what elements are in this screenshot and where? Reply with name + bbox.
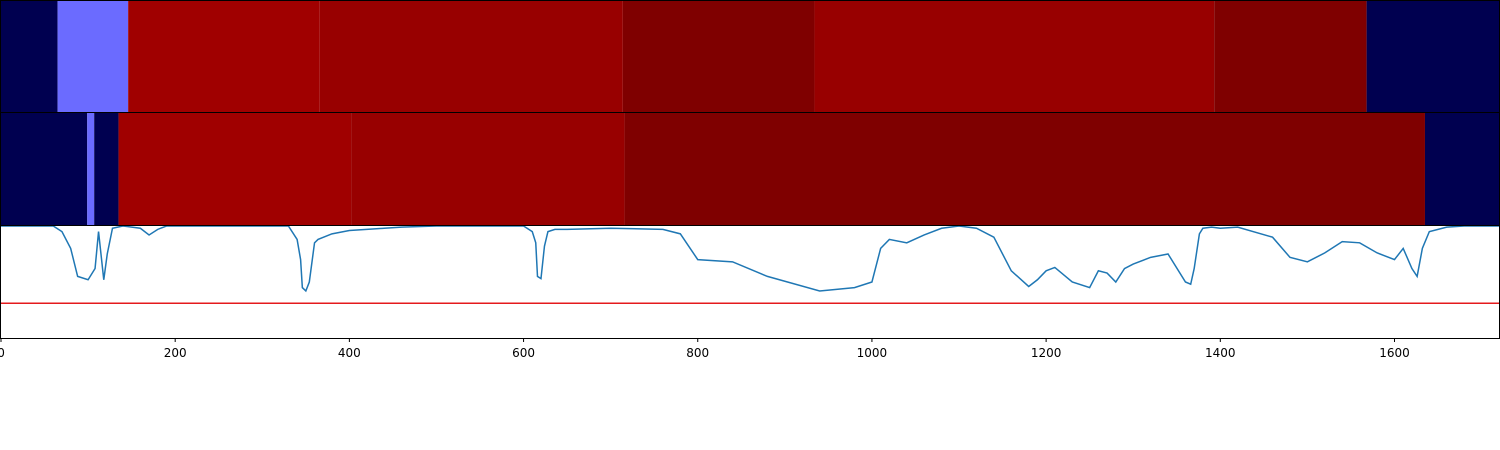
segment-row-1: [0, 0, 1500, 113]
x-tick-label-1400: 1400: [1205, 346, 1236, 360]
x-axis: 0 200 400 600 800 1000 1200 1400 1600: [0, 338, 1410, 360]
segment-1-1: [1, 1, 58, 112]
x-tick-label-800: 800: [686, 346, 709, 360]
segment-1-8: [1366, 1, 1499, 112]
x-tick-label-1000: 1000: [857, 346, 888, 360]
line-panel-frame: [0, 225, 1500, 339]
x-tick-label-1600: 1600: [1379, 346, 1410, 360]
segment-1-6: [814, 1, 1215, 112]
segment-row-2: [0, 112, 1500, 226]
x-tick-label-400: 400: [338, 346, 361, 360]
x-tick-label-600: 600: [512, 346, 535, 360]
segment-2-3: [94, 113, 119, 225]
x-tick-label-0: 0: [0, 346, 5, 360]
segment-1-3: [128, 1, 320, 112]
score-line: [1, 226, 1499, 293]
segment-1-4: [319, 1, 623, 112]
segment-1-7: [1214, 1, 1367, 112]
segment-1-5: [622, 1, 815, 112]
segment-1-2: [57, 1, 129, 112]
x-tick-label-1200: 1200: [1031, 346, 1062, 360]
segment-2-6: [624, 113, 1425, 225]
segment-2-2: [87, 113, 95, 225]
segment-2-4: [118, 113, 352, 225]
segment-2-7: [1424, 113, 1499, 225]
segment-2-5: [351, 113, 625, 225]
segment-2-1: [1, 113, 88, 225]
score-line-panel: [0, 225, 1500, 339]
x-tick-label-200: 200: [164, 346, 187, 360]
